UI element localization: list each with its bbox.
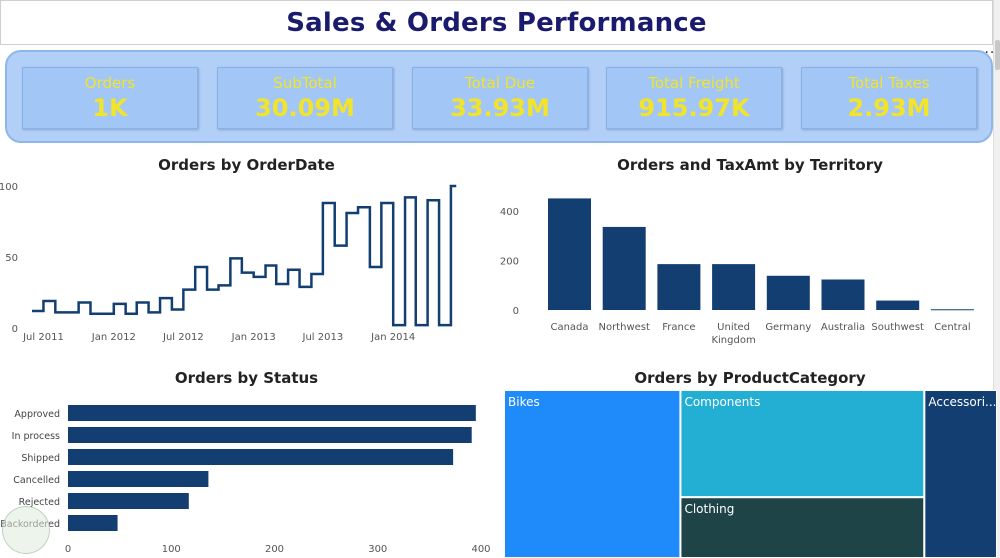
- territory-bar: [821, 279, 865, 310]
- y-tick-label: 0: [513, 306, 519, 317]
- territory-bar: [712, 264, 756, 310]
- watermark-logo: [2, 506, 50, 554]
- treemap-tile-components[interactable]: [679, 390, 926, 499]
- territory-bar: [930, 309, 974, 311]
- x-tick-label: 300: [368, 544, 387, 555]
- x-tick-label: Canada: [550, 322, 588, 333]
- kpi-value: 1K: [92, 94, 128, 122]
- y-tick-label: 50: [5, 253, 18, 264]
- x-tick-label: United: [717, 322, 750, 333]
- kpi-card-orders[interactable]: Orders 1K: [22, 67, 198, 129]
- x-tick-label: 400: [471, 544, 490, 555]
- y-tick-label: In process: [12, 431, 60, 442]
- status-bar: [68, 515, 118, 531]
- status-bar: [68, 449, 454, 465]
- orders-by-territory-chart[interactable]: 0 200 400 Canada Northwest France United Kingdo…: [495, 178, 993, 350]
- territory-chart-title: Orders and TaxAmt by Territory: [617, 156, 883, 174]
- x-tick-label: Central: [934, 322, 970, 333]
- x-tick-label: 0: [65, 544, 71, 555]
- treemap-label: Bikes: [508, 395, 540, 409]
- kpi-card-total-freight[interactable]: Total Freight 915.97K: [606, 67, 782, 129]
- x-tick-label: 100: [162, 544, 181, 555]
- status-bar: [68, 493, 189, 509]
- kpi-value: 30.09M: [255, 94, 355, 122]
- x-tick-label: Southwest: [871, 322, 924, 333]
- orders-by-productcategory-treemap[interactable]: Bikes Components Clothing Accessori...: [504, 390, 997, 558]
- y-tick-label: 200: [500, 256, 519, 267]
- y-tick-label: Shipped: [21, 453, 60, 464]
- x-tick-label: Jan 2014: [370, 332, 415, 343]
- territory-bar: [548, 198, 591, 310]
- kpi-value: 2.93M: [847, 94, 931, 122]
- page-title: Sales & Orders Performance: [286, 7, 707, 38]
- x-tick-label: Germany: [765, 322, 811, 333]
- vertical-scrollbar[interactable]: [993, 0, 1000, 558]
- x-tick-label: Northwest: [598, 322, 650, 333]
- territory-bar: [602, 226, 646, 310]
- territory-bar: [766, 275, 810, 310]
- x-tick-label: Australia: [821, 322, 865, 333]
- kpi-value: 33.93M: [450, 94, 550, 122]
- kpi-card-total-taxes[interactable]: Total Taxes 2.93M: [801, 67, 977, 129]
- kpi-value: 915.97K: [638, 94, 750, 122]
- territory-bar: [657, 264, 701, 310]
- x-tick-label: Jan 2012: [91, 332, 136, 343]
- y-tick-label: 100: [0, 182, 18, 193]
- treemap-label: Clothing: [684, 502, 734, 516]
- scrollbar-thumb[interactable]: [995, 40, 1000, 70]
- y-tick-label: Approved: [14, 409, 60, 420]
- x-tick-label: Jan 2013: [231, 332, 276, 343]
- status-bar: [68, 471, 209, 487]
- x-tick-label: Jul 2013: [302, 332, 344, 343]
- x-tick-label: 200: [265, 544, 284, 555]
- kpi-label: Total Due: [464, 74, 536, 92]
- x-tick-label: France: [662, 322, 695, 333]
- kpi-label: Total Freight: [648, 74, 740, 92]
- x-tick-label: Jul 2011: [22, 332, 64, 343]
- line-chart-title: Orders by OrderDate: [158, 156, 335, 174]
- kpi-label: Total Taxes: [848, 74, 930, 92]
- kpi-label: Orders: [84, 74, 136, 92]
- treemap-label: Components: [684, 395, 760, 409]
- treemap-label: Accessori...: [928, 395, 996, 409]
- kpi-card-total-due[interactable]: Total Due 33.93M: [412, 67, 588, 129]
- orders-by-orderdate-chart[interactable]: 0 50 100 Jul 2011 Jan 2012 Jul 2012 Jan 2013 Ju…: [0, 178, 493, 350]
- y-tick-label: Cancelled: [13, 475, 60, 486]
- category-chart-title: Orders by ProductCategory: [634, 369, 866, 387]
- treemap-tile-bikes[interactable]: [504, 390, 682, 558]
- kpi-card-subtotal[interactable]: SubTotal 30.09M: [217, 67, 393, 129]
- status-bar: [68, 427, 472, 443]
- x-tick-label: Jul 2012: [162, 332, 204, 343]
- status-chart-title: Orders by Status: [174, 369, 319, 387]
- orders-by-status-chart[interactable]: Approved In process Shipped Cancelled Reject…: [0, 392, 495, 558]
- y-tick-label: 0: [12, 324, 18, 335]
- territory-bar: [876, 300, 920, 310]
- page-header: Sales & Orders Performance: [0, 0, 993, 45]
- status-bar: [68, 405, 476, 421]
- kpi-strip: Orders 1K SubTotal 30.09M Total Due 33.9…: [5, 50, 993, 143]
- treemap-tile-accessories[interactable]: [923, 390, 997, 558]
- treemap-tile-clothing[interactable]: [679, 496, 926, 558]
- y-tick-label: 400: [500, 207, 519, 218]
- x-tick-label: Kingdom: [711, 335, 755, 346]
- kpi-label: SubTotal: [273, 74, 337, 92]
- y-tick-label: Rejected: [19, 497, 60, 508]
- line-series: [32, 184, 457, 327]
